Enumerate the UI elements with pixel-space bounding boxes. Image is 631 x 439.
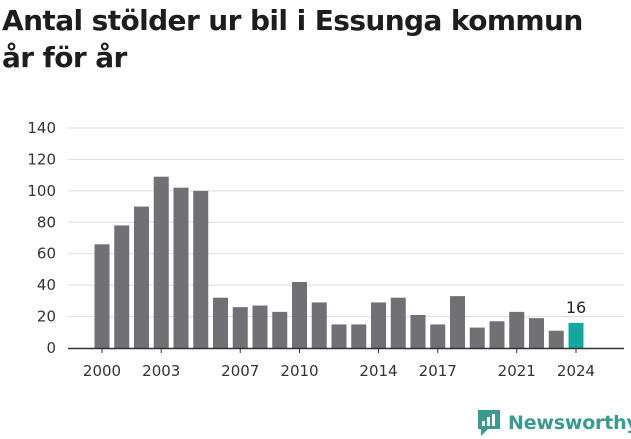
y-tick-label-60: 60 [37, 245, 56, 263]
x-tick-label-2017: 2017 [419, 362, 457, 380]
bar-2011 [311, 302, 327, 348]
chart-title-line-2: år för år [2, 41, 127, 74]
x-tick-label-2007: 2007 [221, 362, 259, 380]
newsworthy-icon [478, 410, 500, 436]
bar-2000 [94, 244, 110, 348]
y-tick-label-40: 40 [37, 276, 56, 294]
y-tick-label-80: 80 [37, 213, 56, 231]
x-tick-label-2010: 2010 [280, 362, 318, 380]
bar-2003 [153, 176, 169, 348]
bar-2021 [509, 311, 525, 348]
bar-2023 [548, 330, 564, 348]
bar-2015 [390, 297, 406, 348]
x-tick-label-2014: 2014 [359, 362, 397, 380]
bar-2002 [134, 206, 149, 348]
x-axis-ticks: 2000 2003 2007 2010 2014 2017 2021 2024 [83, 348, 595, 380]
chart-title: Antal stölder ur bil i Essunga kommun år… [2, 2, 627, 76]
bar-2009 [272, 311, 288, 348]
brand-name: Newsworthy [508, 412, 631, 434]
y-tick-label-120: 120 [27, 150, 56, 168]
bar-2019 [469, 327, 485, 348]
bar-2022 [529, 318, 544, 348]
bar-2010 [292, 282, 307, 348]
bar-2008 [252, 305, 268, 348]
newsworthy-logo[interactable]: Newsworthy [476, 408, 631, 438]
x-tick-label-2000: 2000 [83, 362, 121, 380]
bar-2005 [193, 190, 209, 348]
bar-2004 [173, 187, 189, 348]
bar-2020 [489, 321, 505, 348]
bars [94, 176, 584, 348]
bar-2017 [430, 324, 446, 348]
bar-2007 [232, 307, 248, 348]
bar-2016 [410, 315, 426, 348]
bar-2013 [351, 324, 367, 348]
bar-2001 [114, 225, 130, 348]
bar-2018 [450, 296, 465, 348]
x-tick-label-2021: 2021 [498, 362, 536, 380]
x-tick-label-2024: 2024 [557, 362, 595, 380]
bar-2024 [568, 322, 584, 348]
data-labels: 16 [566, 298, 586, 317]
bar-2014 [371, 302, 386, 348]
y-tick-label-140: 140 [27, 119, 56, 137]
y-tick-label-100: 100 [27, 182, 56, 200]
data-label-2024: 16 [566, 298, 586, 317]
chart-title-line-1: Antal stölder ur bil i Essunga kommun [2, 4, 583, 37]
y-axis-tick-labels: 0 20 40 60 80 100 120 140 [27, 119, 56, 357]
y-tick-label-20: 20 [37, 308, 56, 326]
grid-lines [68, 127, 624, 318]
x-tick-label-2003: 2003 [142, 362, 180, 380]
y-tick-label-0: 0 [46, 339, 56, 357]
bar-2006 [213, 297, 228, 348]
bar-2012 [331, 324, 347, 348]
